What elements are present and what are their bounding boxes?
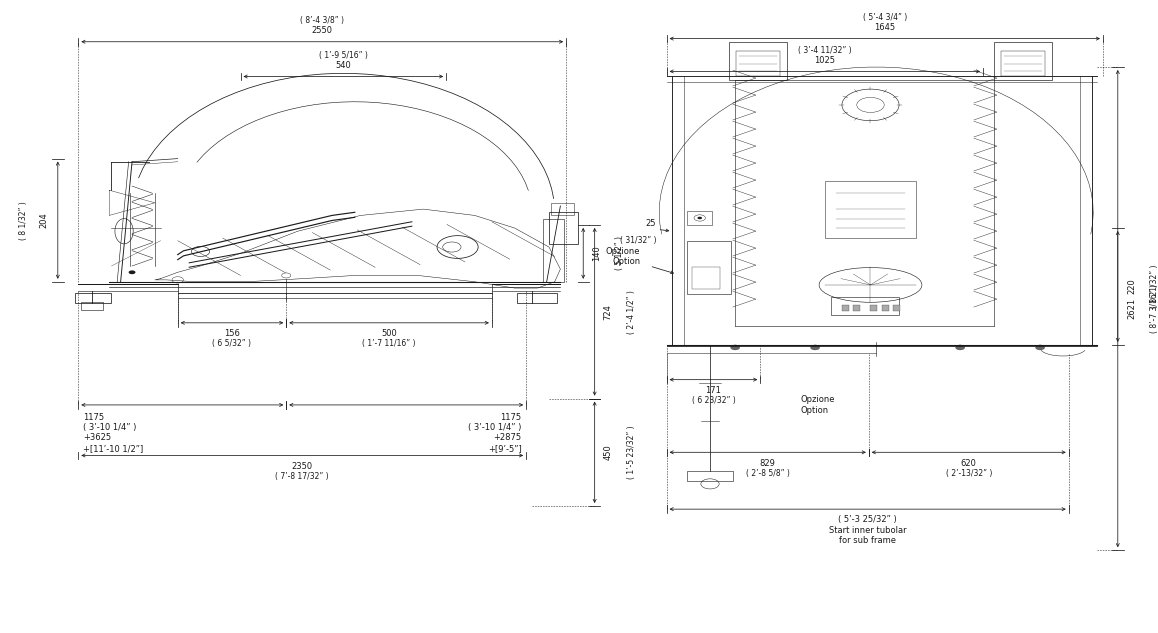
Text: 540: 540	[336, 61, 351, 70]
Circle shape	[129, 270, 135, 274]
Text: ( 8 21/32” ): ( 8 21/32” )	[1150, 265, 1158, 308]
Text: 140: 140	[593, 246, 601, 261]
Text: 1645: 1645	[874, 23, 895, 32]
Text: ( 6 5/32” ): ( 6 5/32” )	[213, 339, 251, 348]
Bar	[687, 211, 712, 225]
Bar	[893, 305, 900, 311]
Text: ( 31/32” ): ( 31/32” )	[620, 235, 657, 244]
Text: 1175
( 3’-10 1/4” )
+2875
+[9’-5”]: 1175 ( 3’-10 1/4” ) +2875 +[9’-5”]	[468, 413, 521, 453]
Circle shape	[811, 345, 820, 350]
Bar	[842, 305, 849, 311]
Text: ( 1’-9 5/16” ): ( 1’-9 5/16” )	[318, 51, 368, 60]
Text: 500: 500	[381, 329, 397, 338]
Text: 620: 620	[961, 459, 976, 468]
Text: ( 6 23/32” ): ( 6 23/32” )	[691, 396, 735, 405]
Text: 220: 220	[1127, 279, 1136, 294]
Text: 2621: 2621	[1127, 298, 1136, 319]
Bar	[687, 471, 733, 480]
Text: ( 8’-4 3/8” ): ( 8’-4 3/8” )	[300, 16, 344, 25]
Bar	[830, 297, 899, 315]
Text: ( 1’-5 23/32” ): ( 1’-5 23/32” )	[626, 425, 636, 479]
Text: 204: 204	[39, 212, 49, 228]
Text: ( 2’-4 1/2” ): ( 2’-4 1/2” )	[626, 290, 636, 334]
Bar	[882, 305, 889, 311]
Bar	[687, 241, 731, 294]
Text: 25: 25	[646, 219, 657, 228]
Text: Opzione
Option: Opzione Option	[800, 396, 835, 415]
Text: 450: 450	[603, 444, 613, 460]
Text: ( 5’-3 25/32” )
Start inner tubolar
for sub frame: ( 5’-3 25/32” ) Start inner tubolar for …	[829, 515, 907, 545]
Circle shape	[1035, 345, 1045, 350]
Bar	[75, 293, 111, 303]
Text: ( 2’-8 5/8” ): ( 2’-8 5/8” )	[746, 468, 790, 478]
Bar	[1002, 51, 1045, 77]
Bar	[543, 218, 564, 282]
Text: ( 1’-7 11/16” ): ( 1’-7 11/16” )	[362, 339, 416, 348]
Bar	[853, 305, 860, 311]
Text: ( 3’-4 11/32” ): ( 3’-4 11/32” )	[798, 46, 851, 55]
Text: Opzione
Option: Opzione Option	[606, 247, 640, 266]
Text: ( 7’-8 17/32” ): ( 7’-8 17/32” )	[276, 472, 329, 481]
Bar	[691, 267, 720, 289]
Bar	[871, 305, 878, 311]
Circle shape	[697, 216, 702, 219]
Text: 1175
( 3’-10 1/4” )
+3625
+[11’-10 1/2”]: 1175 ( 3’-10 1/4” ) +3625 +[11’-10 1/2”]	[83, 413, 144, 453]
Text: ( 2’-13/32” ): ( 2’-13/32” )	[946, 468, 992, 478]
Bar	[736, 51, 779, 77]
Bar	[516, 293, 557, 303]
Text: ( 5 1/2” ): ( 5 1/2” )	[615, 236, 624, 270]
Bar	[730, 42, 786, 80]
Bar	[549, 212, 578, 244]
Text: 2550: 2550	[312, 27, 332, 35]
Text: 829: 829	[760, 459, 776, 468]
Text: 156: 156	[223, 329, 240, 338]
Text: ( 8 1/32” ): ( 8 1/32” )	[20, 201, 28, 239]
Bar	[824, 180, 916, 237]
Circle shape	[731, 345, 740, 350]
Bar	[551, 203, 574, 215]
Text: ( 5’-4 3/4” ): ( 5’-4 3/4” )	[863, 13, 907, 22]
Text: 171: 171	[705, 386, 721, 395]
Bar	[81, 302, 103, 310]
Bar	[995, 42, 1051, 80]
Circle shape	[955, 345, 965, 350]
Text: ( 8’-7 3/16” ): ( 8’-7 3/16” )	[1150, 284, 1158, 333]
Text: 2350: 2350	[292, 461, 313, 471]
Text: 1025: 1025	[814, 56, 835, 65]
Text: 724: 724	[603, 304, 613, 320]
